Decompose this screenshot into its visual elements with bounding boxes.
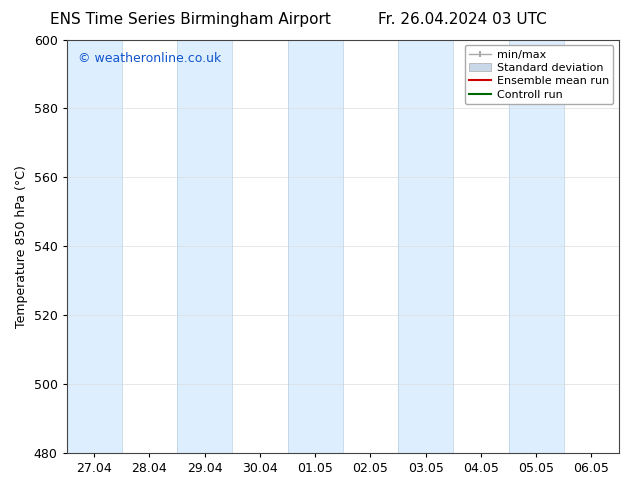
Bar	[508, 40, 564, 453]
Bar	[67, 40, 122, 453]
Text: Fr. 26.04.2024 03 UTC: Fr. 26.04.2024 03 UTC	[378, 12, 547, 27]
Text: © weatheronline.co.uk: © weatheronline.co.uk	[77, 52, 221, 65]
Bar	[177, 40, 232, 453]
Bar	[288, 40, 343, 453]
Y-axis label: Temperature 850 hPa (°C): Temperature 850 hPa (°C)	[15, 165, 28, 328]
Bar	[398, 40, 453, 453]
Text: ENS Time Series Birmingham Airport: ENS Time Series Birmingham Airport	[49, 12, 331, 27]
Legend: min/max, Standard deviation, Ensemble mean run, Controll run: min/max, Standard deviation, Ensemble me…	[465, 45, 614, 104]
